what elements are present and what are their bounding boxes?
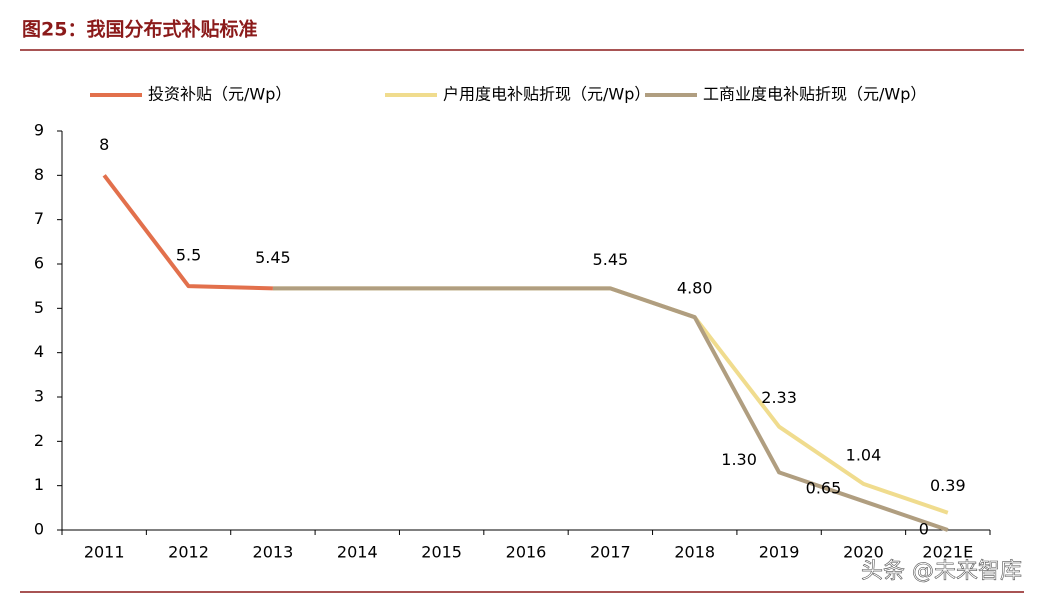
- y-tick-label: 7: [34, 209, 44, 228]
- y-tick-label: 8: [34, 165, 44, 184]
- y-tick-label: 6: [34, 254, 44, 273]
- data-label: 4.80: [677, 279, 713, 298]
- x-tick-label: 2018: [674, 543, 715, 562]
- data-label: 1.04: [846, 445, 882, 464]
- legend-label: 户用度电补贴折现（元/Wp）: [443, 85, 650, 104]
- y-tick-label: 3: [34, 387, 44, 406]
- x-tick-label: 2012: [168, 543, 209, 562]
- y-tick-label: 2: [34, 431, 44, 450]
- data-label: 5.45: [255, 248, 291, 267]
- x-tick-label: 2017: [590, 543, 631, 562]
- legend-label: 投资补贴（元/Wp）: [148, 85, 291, 104]
- x-tick-label: 2016: [506, 543, 547, 562]
- series-line: [272, 286, 949, 532]
- x-tick-label: 2014: [337, 543, 378, 562]
- y-tick-label: 5: [34, 298, 44, 317]
- x-tick-label: 2013: [253, 543, 294, 562]
- y-tick-label: 9: [34, 121, 44, 140]
- x-tick-label: 2015: [421, 543, 462, 562]
- x-tick-label: 2019: [759, 543, 800, 562]
- y-tick-label: 1: [34, 475, 44, 494]
- series-line: [102, 174, 273, 291]
- x-tick-label: 2020: [843, 543, 884, 562]
- chart-title: 图25：我国分布式补贴标准: [22, 18, 257, 41]
- y-tick-label: 0: [34, 520, 44, 539]
- data-label: 2.33: [761, 388, 797, 407]
- x-tick-label: 2011: [84, 543, 125, 562]
- data-label: 5.5: [176, 246, 201, 265]
- data-label: 5.45: [593, 250, 629, 269]
- data-label: 1.30: [721, 450, 757, 469]
- series-line: [272, 286, 949, 515]
- watermark: 头条 @未来智库: [861, 559, 1022, 584]
- legend-label: 工商业度电补贴折现（元/Wp）: [703, 85, 926, 104]
- data-label: 8: [99, 135, 109, 154]
- data-label: 0.65: [806, 479, 842, 498]
- y-tick-label: 4: [34, 342, 44, 361]
- data-label: 0.39: [930, 476, 966, 495]
- data-label: 0: [919, 520, 929, 539]
- x-tick-label: 2021E: [922, 543, 973, 562]
